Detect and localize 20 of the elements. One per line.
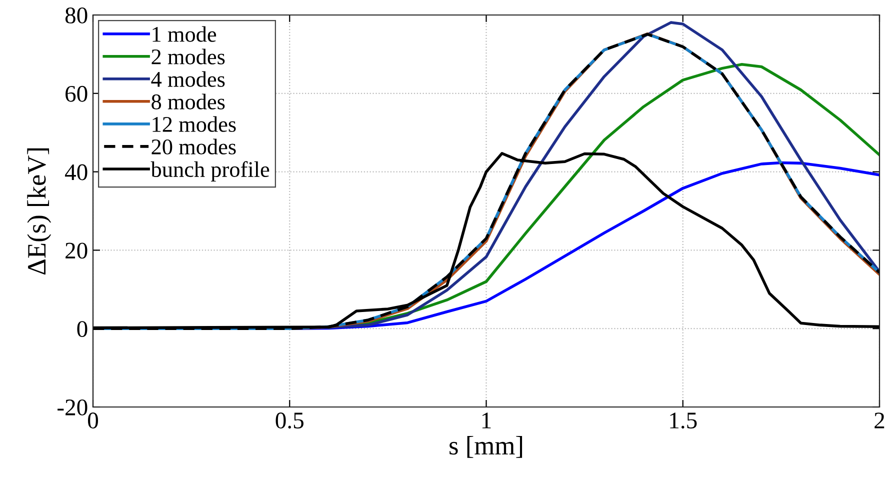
y-tick-label: 20	[66, 242, 88, 259]
legend-label: 2 modes	[152, 48, 225, 64]
y-tick-label: -20	[58, 399, 88, 416]
y-tick-label: 60	[66, 86, 88, 102]
y-tick-label: 0	[77, 321, 88, 338]
legend-label: 20 modes	[152, 138, 236, 154]
x-tick-label: 0	[88, 412, 98, 428]
legend-label: 1 mode	[152, 26, 216, 42]
legend-label: 4 modes	[151, 71, 225, 87]
legend-label: 12 modes	[152, 116, 236, 132]
x-tick-label: 1.5	[670, 412, 697, 429]
x-axis-title: s [mm]	[450, 436, 522, 458]
x-tick-label: 0.5	[276, 412, 304, 429]
legend-label: bunch profile	[150, 161, 270, 182]
legend-label: 8 modes	[152, 94, 225, 110]
x-tick-label: 2	[874, 412, 884, 428]
y-tick-label: 40	[64, 164, 88, 180]
x-tick-label: 1	[482, 412, 491, 428]
y-axis-title: ΔE(s) [keV]	[27, 148, 52, 275]
y-tick-label: 80	[65, 7, 88, 24]
